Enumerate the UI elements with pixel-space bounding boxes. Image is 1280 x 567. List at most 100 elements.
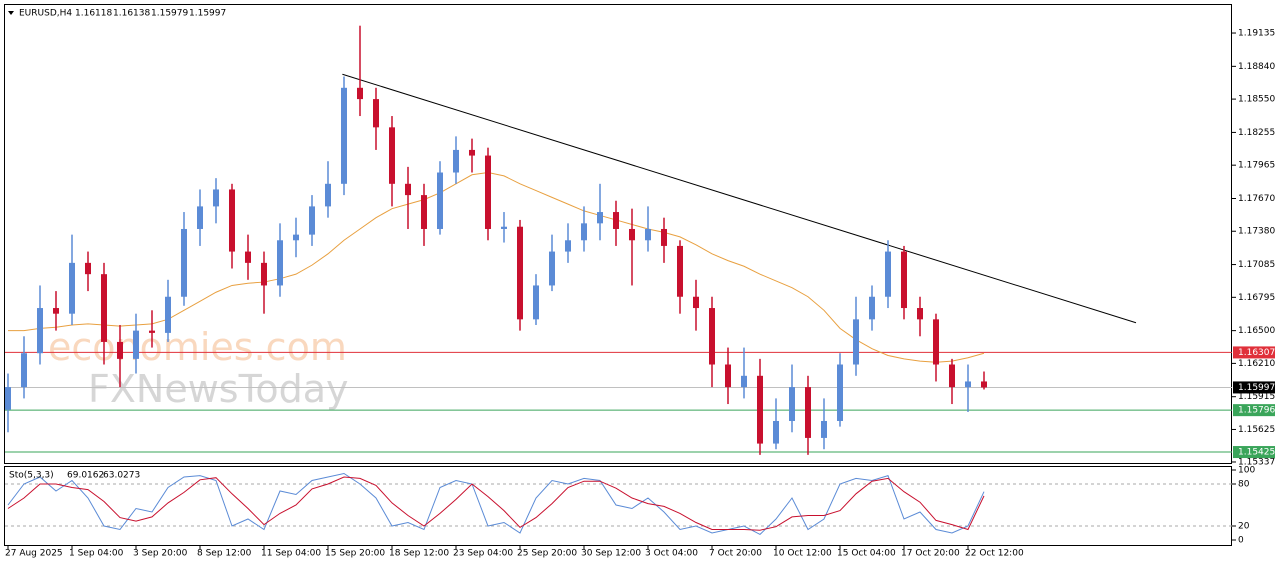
candle-body	[133, 330, 139, 359]
y-tick-label: 1.18255	[1238, 128, 1275, 138]
candle-body	[117, 341, 123, 359]
x-tick-label: 25 Sep 20:00	[517, 549, 577, 559]
candle-body	[101, 274, 107, 342]
ohlc-value: 1.16118	[75, 9, 112, 19]
candle-body	[181, 228, 187, 297]
candle-body	[437, 172, 443, 229]
candle-body	[485, 155, 491, 229]
x-tick-label: 8 Sep 12:00	[197, 549, 252, 559]
candle-body	[757, 375, 763, 444]
candle-body	[789, 387, 795, 421]
candle-body	[53, 308, 59, 314]
x-tick-label: 15 Oct 04:00	[837, 549, 896, 559]
x-tick-label: 11 Sep 04:00	[261, 549, 321, 559]
candle-body	[965, 381, 971, 388]
level-label-bg	[1233, 381, 1275, 394]
candle-body	[149, 330, 155, 333]
y-tick-label: 1.17965	[1238, 161, 1275, 171]
candle-body	[981, 381, 987, 388]
ohlc-value: 1.15979	[151, 9, 188, 19]
candle-body	[309, 206, 315, 235]
stoch-tick-label: 20	[1238, 522, 1250, 532]
candle-body	[661, 228, 667, 246]
candle-body	[421, 195, 427, 229]
candle-body	[693, 296, 699, 309]
candle-body	[277, 240, 283, 286]
candle-body	[197, 206, 203, 229]
level-label: 1.16307	[1238, 348, 1275, 358]
stoch-tick-label: 0	[1238, 536, 1244, 546]
x-tick-label: 15 Sep 20:00	[325, 549, 385, 559]
candle-body	[501, 226, 507, 229]
y-tick-label: 1.15915	[1238, 392, 1275, 402]
level-label: 1.15997	[1238, 383, 1275, 393]
x-tick-label: 7 Oct 20:00	[709, 549, 762, 559]
candle-body	[549, 251, 555, 286]
stoch-tick-label: 80	[1238, 480, 1250, 490]
candle-body	[165, 296, 171, 333]
candle-body	[581, 223, 587, 241]
stoch-value: 63.0273	[103, 471, 140, 481]
candle-body	[85, 262, 91, 275]
y-tick-label: 1.15337	[1238, 457, 1275, 467]
candle-body	[37, 308, 43, 354]
candle-body	[325, 183, 331, 207]
trendline	[342, 73, 1137, 324]
candle-body	[821, 420, 827, 438]
level-label: 1.15425	[1238, 448, 1275, 458]
candle-body	[517, 226, 523, 320]
x-tick-label: 1 Sep 04:00	[69, 549, 124, 559]
candle-body	[293, 234, 299, 241]
candle-body	[933, 319, 939, 365]
candle-body	[245, 251, 251, 263]
candle-body	[565, 240, 571, 252]
level-label-bg	[1233, 404, 1275, 417]
candle-body	[629, 228, 635, 241]
x-tick-label: 17 Oct 20:00	[901, 549, 960, 559]
candle-body	[341, 87, 347, 184]
candle-body	[949, 364, 955, 388]
candle-body	[373, 99, 379, 128]
stoch-tick-label: 100	[1238, 466, 1255, 476]
candle-body	[261, 262, 267, 286]
x-tick-label: 22 Oct 12:00	[965, 549, 1024, 559]
level-label-bg	[1233, 346, 1275, 359]
candle-body	[709, 308, 715, 365]
y-tick-label: 1.17085	[1238, 260, 1275, 270]
candle-body	[5, 387, 11, 410]
candle-body	[901, 251, 907, 309]
candle-body	[853, 319, 859, 365]
stoch-label: Sto(5,3,3)	[9, 471, 54, 481]
stoch-main	[7, 472, 985, 536]
menu-arrow	[8, 11, 14, 15]
level-label-bg	[1233, 446, 1275, 459]
watermark: economies.com	[48, 325, 347, 369]
candle-body	[885, 251, 891, 297]
x-tick-label: 10 Oct 12:00	[773, 549, 832, 559]
candle-body	[357, 87, 363, 100]
y-tick-label: 1.16500	[1238, 326, 1275, 336]
y-tick-label: 1.17670	[1238, 194, 1275, 204]
y-tick-label: 1.18840	[1238, 62, 1275, 72]
candle-body	[533, 285, 539, 320]
candle-body	[405, 183, 411, 196]
main-panel	[4, 4, 1232, 464]
y-tick-label: 1.18550	[1238, 95, 1275, 105]
y-tick-label: 1.17380	[1238, 227, 1275, 237]
candle-body	[69, 262, 75, 314]
stoch-panel	[4, 466, 1232, 546]
symbol: EURUSD,H4	[19, 9, 72, 19]
candle-body	[389, 127, 395, 184]
candle-body	[453, 149, 459, 173]
candle-body	[229, 189, 235, 252]
candle-body	[805, 387, 811, 438]
candle-body	[917, 308, 923, 320]
y-tick-label: 1.15625	[1238, 425, 1275, 435]
stoch-value: 69.0162	[67, 471, 104, 481]
x-tick-label: 23 Sep 04:00	[453, 549, 513, 559]
ohlc-value: 1.16138	[113, 9, 150, 19]
candle-body	[21, 353, 27, 388]
candle-body	[213, 189, 219, 207]
